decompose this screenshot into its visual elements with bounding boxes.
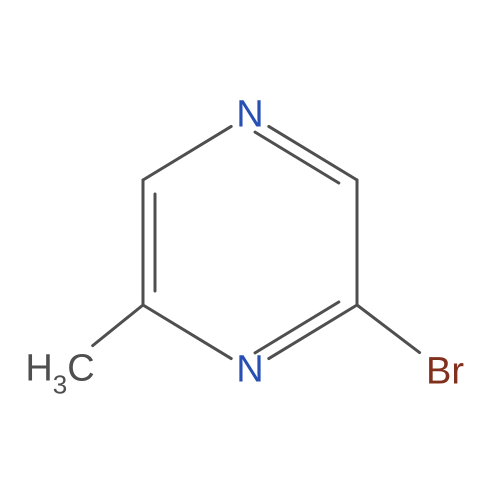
atom-N_bot: N <box>236 349 263 392</box>
molecule-canvas: N N Br H3C <box>0 0 500 500</box>
atom-N_top: N <box>236 94 263 137</box>
atom-Br: Br <box>426 351 464 394</box>
atom-CH3: H3C <box>25 348 94 397</box>
bond-layer <box>0 0 500 500</box>
